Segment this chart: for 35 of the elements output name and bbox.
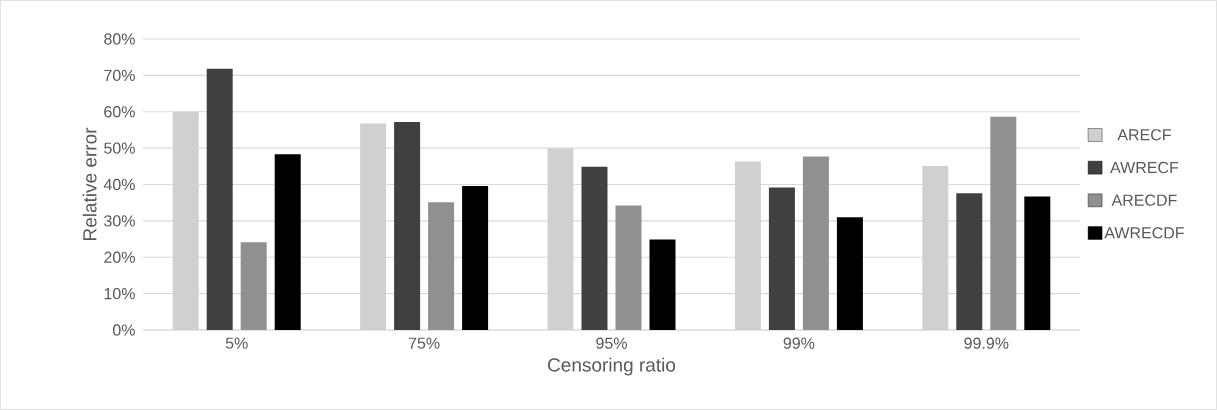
x-tick-label: 99% <box>783 337 815 349</box>
y-tick-label: 40% <box>103 178 135 191</box>
y-tick-label: 10% <box>104 287 135 300</box>
y-tick-label: 80% <box>104 33 135 45</box>
bar <box>428 202 455 330</box>
legend-label: AWRECDF <box>1104 227 1184 239</box>
legend-label: ARECF <box>1117 129 1171 141</box>
bar <box>802 156 829 330</box>
y-axis-title: Relative error <box>82 127 97 240</box>
bar <box>956 193 983 330</box>
bar <box>615 205 642 330</box>
bar <box>581 166 608 330</box>
y-tick-label: 30% <box>104 215 135 227</box>
bar <box>990 116 1017 330</box>
x-tick-label: 99.9% <box>964 337 1009 349</box>
bar <box>649 239 676 330</box>
bar <box>768 187 795 330</box>
x-tick-label: 5% <box>225 337 248 349</box>
x-tick-label: 75% <box>408 337 440 349</box>
bar <box>462 185 489 330</box>
legend-label: AWRECF <box>1110 161 1179 174</box>
y-tick-label: 50% <box>104 142 135 154</box>
y-tick-label: 20% <box>104 251 135 263</box>
bar <box>274 154 301 330</box>
bar <box>206 68 233 330</box>
bar <box>394 121 421 330</box>
bar <box>1024 196 1051 330</box>
y-tick-label: 60% <box>104 106 135 118</box>
x-tick-label: 95% <box>596 337 627 349</box>
legend-label: ARECDF <box>1111 194 1177 206</box>
bar <box>240 242 267 330</box>
x-axis-title: Censoring ratio <box>548 357 676 376</box>
bar <box>836 217 863 330</box>
y-tick-label: 70% <box>104 69 135 82</box>
y-tick-label: 0% <box>112 324 135 336</box>
